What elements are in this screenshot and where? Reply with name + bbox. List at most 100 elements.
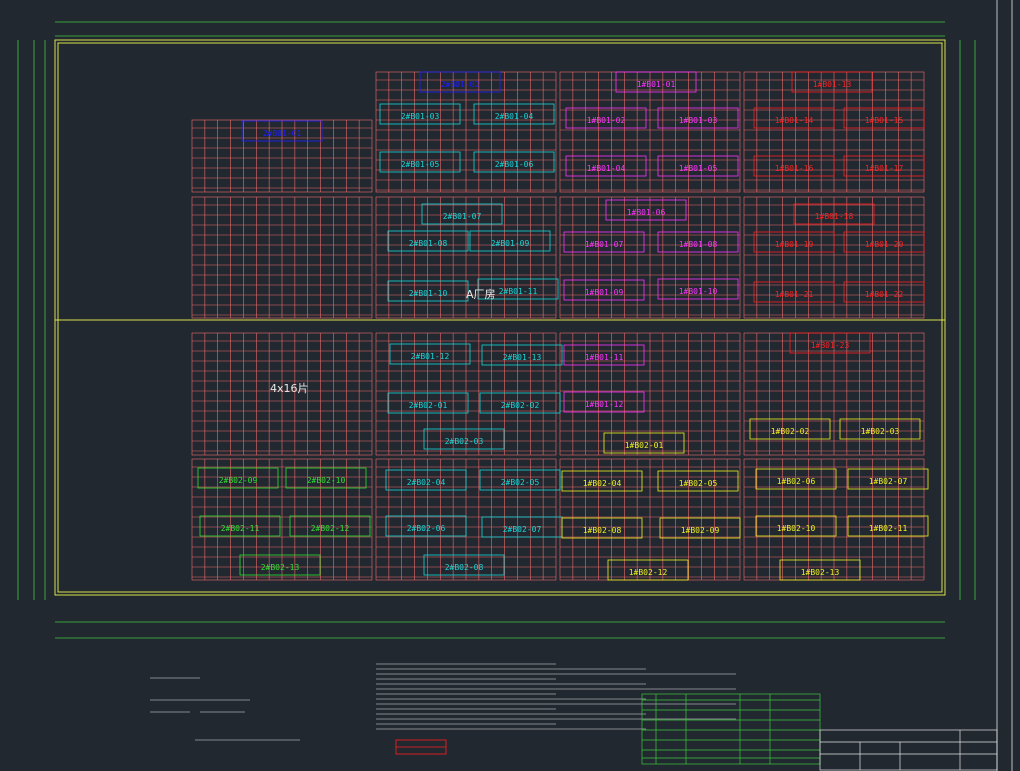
combiner-label: 2#B01-10 [409,289,448,298]
combiner-box [749,418,831,440]
combiner-box [563,279,645,301]
combiner-box [385,515,467,537]
combiner-label: 1#B01-18 [815,212,854,221]
combiner-label: 2#B01-01 [263,129,302,138]
combiner-label: 1#B01-07 [585,240,624,249]
dimension-lines [17,21,976,639]
combiner-box [563,391,645,413]
module-block [559,332,741,456]
combiner-label: 2#B01-06 [495,160,534,169]
combiner-label: 1#B01-19 [775,240,814,249]
combiner-label: 1#B02-08 [583,526,622,535]
combiner-box [565,155,647,177]
combiner-box [479,392,561,414]
title-block [819,729,998,771]
combiner-box [387,230,469,252]
array-size-label: 4x16片 [270,382,309,395]
combiner-label: 1#B02-12 [629,568,668,577]
combiner-box [789,332,871,354]
combiner-box [379,151,461,173]
combiner-label: 2#B02-12 [311,524,350,533]
module-block [191,196,373,319]
combiner-label: 1#B02-11 [869,524,908,533]
combiner-box [843,155,925,177]
combiner-label: 1#B01-20 [865,240,904,249]
combiner-label: 1#B01-01 [637,80,676,89]
combiner-label: 2#B02-11 [221,524,260,533]
combiner-label: 1#B01-13 [813,80,852,89]
combiner-label: 1#B01-12 [585,400,624,409]
combiner-label: 2#B02-13 [261,563,300,572]
combiner-box [753,281,835,303]
combiner-label: 2#B02-07 [503,525,542,534]
combiner-label: 1#B01-22 [865,290,904,299]
combiner-box [659,517,741,539]
combiner-label: 2#B02-10 [307,476,346,485]
combiner-box [603,432,685,454]
combiner-box [615,71,697,93]
combiner-label: 1#B01-21 [775,290,814,299]
combiner-label: 1#B02-05 [679,479,718,488]
combiner-label: 1#B01-23 [811,341,850,350]
combiner-label: 2#B01-07 [443,212,482,221]
combiner-label: 1#B01-08 [679,240,718,249]
combiner-box [241,120,323,142]
combiner-label: 1#B02-10 [777,524,816,533]
combiner-box [561,517,643,539]
combiner-label: 1#B01-06 [627,208,666,217]
combiner-label: 1#B01-10 [679,287,718,296]
module-block [375,196,557,319]
combiner-box [387,280,469,302]
material-table [641,693,821,765]
combiner-box [421,203,503,225]
module-block [559,196,741,319]
module-blocks [191,71,925,581]
combiner-box [479,469,561,491]
combiner-box [285,467,367,489]
combiner-box [389,343,471,365]
combiner-box [423,428,505,450]
module-block [191,458,373,581]
combiner-label: 2#B01-09 [491,239,530,248]
combiner-label: 1#B01-16 [775,164,814,173]
module-block [191,119,373,193]
combiner-label: 2#B01-05 [401,160,440,169]
combiner-label: 2#B02-08 [445,563,484,572]
combiner-label: 2#B01-12 [411,352,450,361]
notes-sample-grid [395,739,447,755]
combiner-box [379,103,461,125]
combiner-label: 2#B02-04 [407,478,446,487]
combiner-box [753,155,835,177]
combiner-box [657,107,739,129]
building-label: A厂房 [466,288,496,301]
combiner-box [847,468,929,490]
module-block [191,332,373,456]
combiner-box [843,107,925,129]
combiner-label: 1#B02-13 [801,568,840,577]
combiner-box [605,199,687,221]
combiner-label: 1#B01-14 [775,116,814,125]
module-block [559,458,741,581]
module-block [743,196,925,319]
combiner-box [481,344,563,366]
combiner-box [239,554,321,576]
combiner-box [753,107,835,129]
combiner-label: 1#B01-15 [865,116,904,125]
combiner-box [199,515,281,537]
combiner-label: 2#B02-09 [219,476,258,485]
combiner-label: 1#B02-03 [861,427,900,436]
combiner-label: 2#B02-05 [501,478,540,487]
combiner-label: 1#B01-11 [585,353,624,362]
combiner-box [473,151,555,173]
combiner-label: 2#B01-13 [503,353,542,362]
combiner-label: 1#B02-07 [869,477,908,486]
combiner-box [565,107,647,129]
combiner-label: 1#B01-09 [585,288,624,297]
combiner-box [477,278,559,300]
combiner-label: 1#B01-03 [679,116,718,125]
combiner-label: 1#B01-04 [587,164,626,173]
combiner-label: 1#B02-02 [771,427,810,436]
combiner-labels: 2#B01-01 2#B01-02 2#B01-03 2#B01-04 2#B01-05… [197,71,929,581]
combiner-box [847,515,929,537]
combiner-label: 1#B02-09 [681,526,720,535]
